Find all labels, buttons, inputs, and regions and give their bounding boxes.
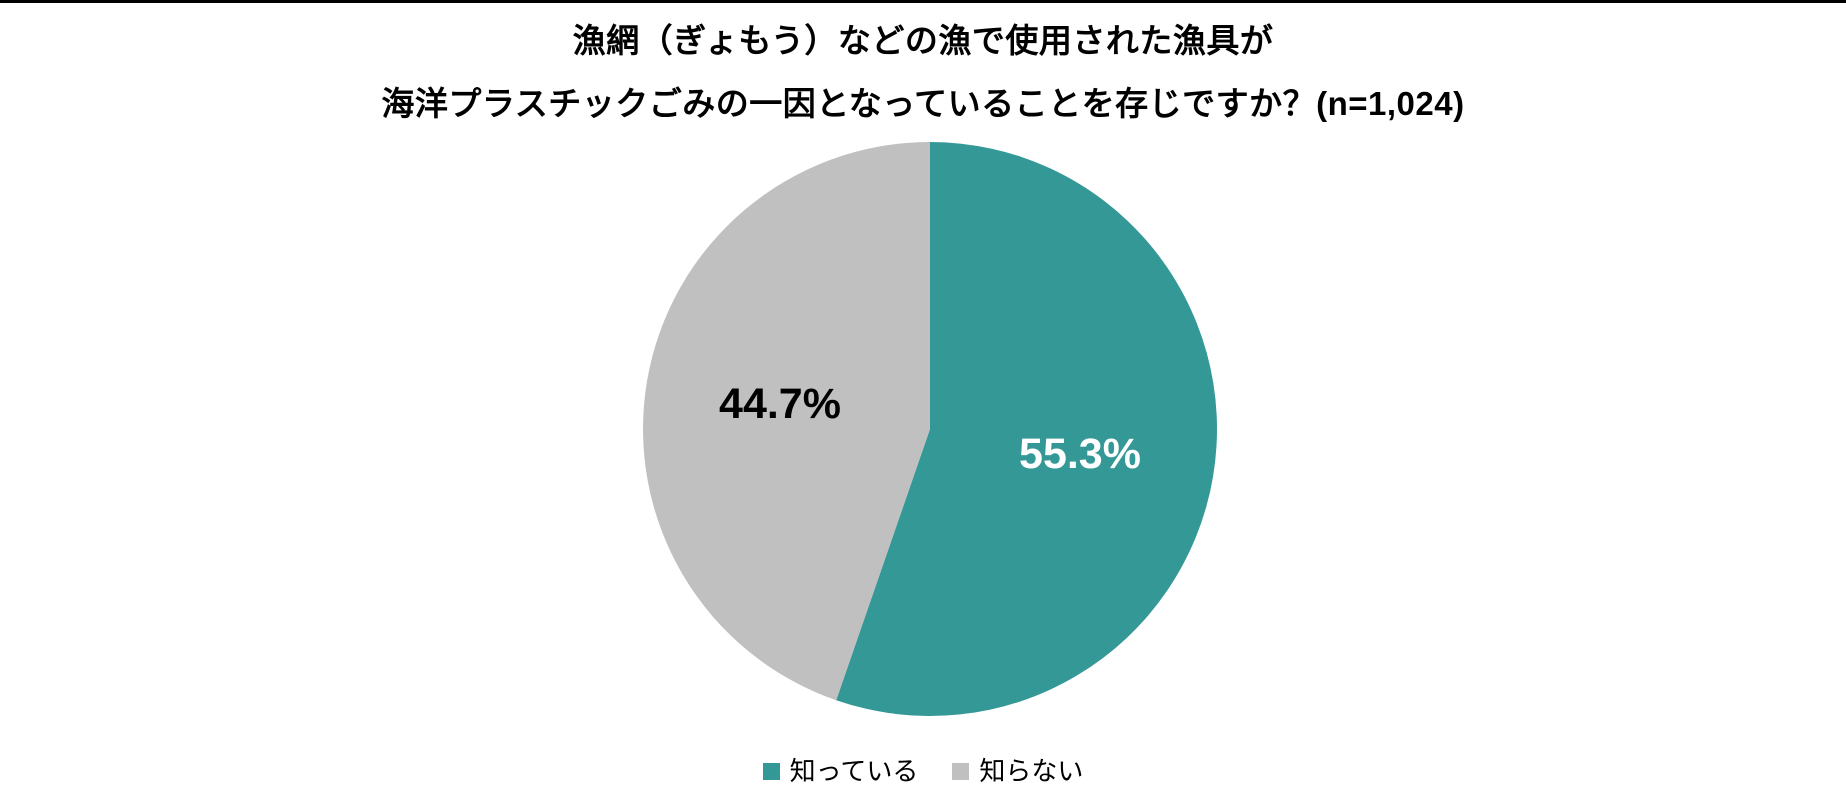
chart-title: 漁網（ぎょもう）などの漁で使用された漁具が 海洋プラスチックごみの一因となってい… (0, 9, 1846, 135)
legend-label-know: 知っている (789, 756, 919, 786)
pie-labels-group: 55.3% 44.7% (719, 380, 1141, 478)
pie-slice-label: 55.3% (1019, 430, 1141, 478)
legend-item-dont-know: 知らない (952, 757, 1083, 786)
chart-title-line-1: 漁網（ぎょもう）などの漁で使用された漁具が (572, 22, 1274, 59)
legend-swatch-know (762, 762, 780, 780)
pie-slice (643, 142, 930, 701)
legend-swatch-dont-know (952, 762, 970, 780)
legend-item-know: 知っている (762, 756, 919, 786)
top-border-line (0, 0, 1846, 3)
pie-slice-label: 44.7% (719, 380, 841, 428)
legend-label-dont-know: 知らない (979, 756, 1084, 786)
pie-slices-group (643, 142, 1218, 716)
chart-title-line-2: 海洋プラスチックごみの一因となっていることを存じですか？(n=1,024) (381, 85, 1465, 122)
pie-slice (836, 142, 1218, 716)
pie-legend: 知っている 知らない (0, 757, 1846, 786)
